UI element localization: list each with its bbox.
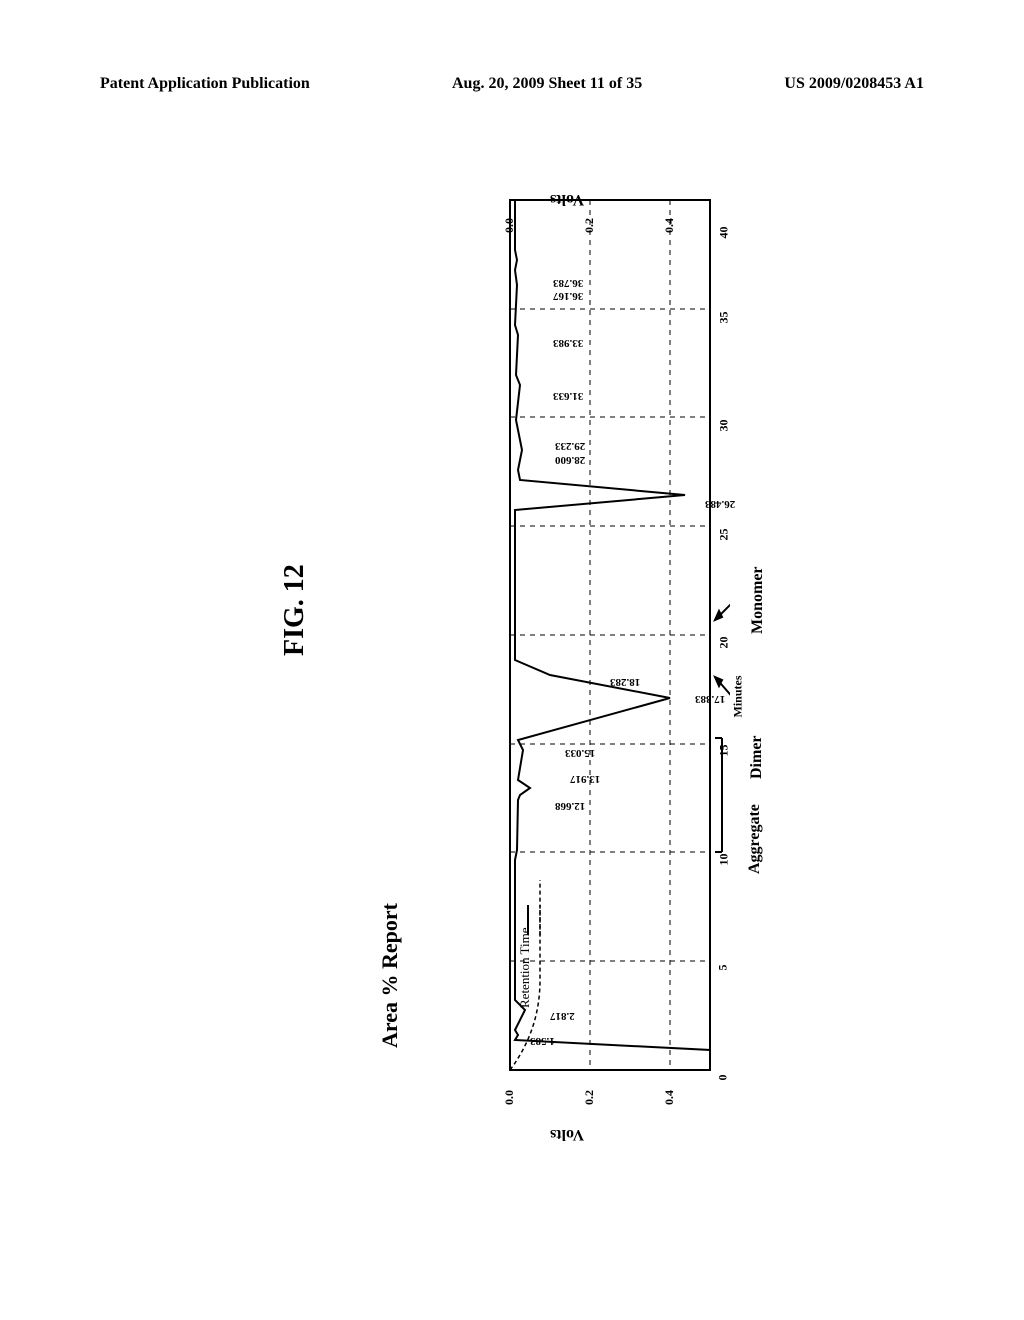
x-tick-20: 20 bbox=[717, 637, 732, 649]
x-tick-40: 40 bbox=[717, 227, 732, 239]
retention-time-label: Retention Time bbox=[517, 927, 533, 1008]
peak-28600: 28.600 bbox=[555, 454, 585, 466]
peak-17383: 17.383 bbox=[695, 693, 725, 705]
y-tick-right-02: 0.2 bbox=[582, 218, 597, 233]
aggregate-label: Aggregate bbox=[746, 804, 764, 874]
minutes-label: Minutes bbox=[731, 676, 746, 718]
x-tick-10: 10 bbox=[717, 854, 732, 866]
peak-1583: 1.583 bbox=[530, 1035, 555, 1047]
figure-label: FIG. 12 bbox=[279, 564, 311, 656]
header-right: US 2009/0208453 A1 bbox=[784, 75, 924, 93]
x-tick-35: 35 bbox=[717, 312, 732, 324]
x-tick-25: 25 bbox=[717, 529, 732, 541]
x-tick-15: 15 bbox=[717, 745, 732, 757]
x-tick-30: 30 bbox=[717, 420, 732, 432]
peak-36167: 36.167 bbox=[553, 290, 583, 302]
report-title: Area % Report bbox=[377, 903, 403, 1048]
page-header: Patent Application Publication Aug. 20, … bbox=[0, 75, 1024, 93]
peak-36783: 36.783 bbox=[553, 277, 583, 289]
y-tick-right-04: 0.4 bbox=[662, 218, 677, 233]
peak-12668: 12.668 bbox=[555, 800, 585, 812]
monomer-arrow bbox=[715, 600, 730, 620]
y-tick-left-04: 0.4 bbox=[662, 1090, 677, 1105]
peak-15033: 15.033 bbox=[565, 747, 595, 759]
x-tick-5: 5 bbox=[716, 965, 731, 971]
x-tick-0: 0 bbox=[716, 1075, 731, 1081]
peak-31633: 31.633 bbox=[553, 390, 583, 402]
monomer-label: Monomer bbox=[749, 566, 767, 634]
y-tick-left-0: 0.0 bbox=[502, 1090, 517, 1105]
grid-horizontal bbox=[510, 309, 710, 961]
header-left: Patent Application Publication bbox=[100, 75, 310, 93]
y-tick-right-0: 0.0 bbox=[502, 218, 517, 233]
peak-29233: 29.233 bbox=[555, 440, 585, 452]
volts-label-bottom: Volts bbox=[550, 1125, 584, 1143]
peak-18283: 18.283 bbox=[610, 676, 640, 688]
header-center: Aug. 20, 2009 Sheet 11 of 35 bbox=[452, 75, 642, 93]
peak-13917: 13.917 bbox=[570, 773, 600, 785]
dimer-label: Dimer bbox=[748, 735, 766, 779]
peak-26483: 26.483 bbox=[705, 498, 735, 510]
y-tick-left-02: 0.2 bbox=[582, 1090, 597, 1105]
peak-33983: 33.983 bbox=[553, 337, 583, 349]
peak-2817: 2.817 bbox=[550, 1010, 575, 1022]
